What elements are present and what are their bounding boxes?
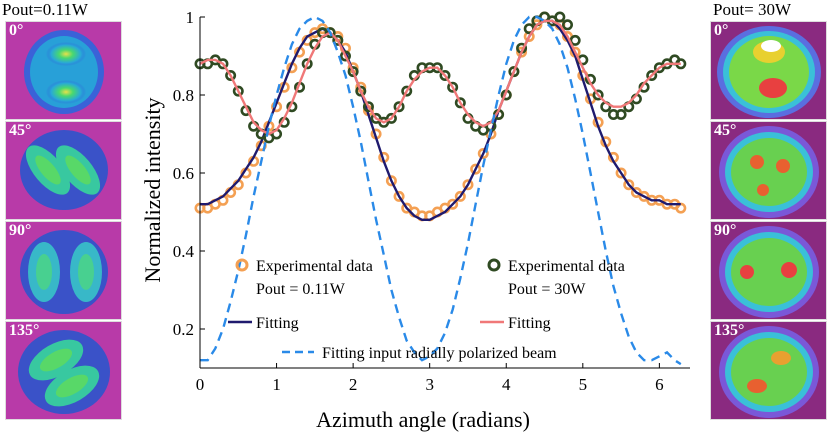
y-tick-label: 0.6: [173, 164, 194, 183]
beam-profile-image: [711, 222, 826, 319]
left-panel-header: Pout=0.11W: [2, 0, 88, 19]
left-tile-0: 0°: [5, 21, 122, 120]
data-point: [516, 46, 528, 58]
data-point: [362, 101, 374, 113]
data-point: [439, 70, 451, 82]
y-tick-label: 0.4: [173, 242, 195, 261]
data-point: [569, 34, 581, 46]
angle-label: 0°: [714, 22, 729, 39]
x-tick-label: 0: [196, 375, 205, 394]
left-tile-135: 135°: [5, 321, 122, 420]
data-point: [508, 66, 520, 78]
legend-marker-exp-low: [235, 258, 249, 272]
data-point: [332, 34, 344, 46]
beam-profile-image: [6, 222, 121, 319]
x-tick-label: 5: [579, 375, 588, 394]
data-point: [615, 109, 627, 121]
x-tick-label: 4: [502, 375, 511, 394]
data-point: [447, 81, 459, 93]
series-layer: [194, 11, 687, 366]
beam-profile-image: [6, 322, 121, 419]
legend-label: Pout = 0.11W: [256, 281, 346, 298]
legend-label: Fitting input radially polarized beam: [322, 345, 557, 362]
angle-label: 135°: [9, 322, 40, 339]
angle-label: 45°: [714, 122, 737, 139]
left-beam-panel: Pout=0.11W 0° 45°: [2, 0, 122, 420]
scatter-series-0: [194, 11, 687, 222]
data-point: [347, 66, 359, 78]
data-point: [447, 198, 459, 210]
x-tick-label: 2: [349, 375, 358, 394]
right-panel-header: Pout= 30W: [713, 0, 792, 19]
data-point: [385, 112, 397, 124]
axes-layer: 0 1 2 3 4 5 6 0.2 0.4 0.6 0.8 1: [173, 8, 690, 394]
fit-line-series-3: [199, 19, 681, 136]
left-tile-45: 45°: [5, 121, 122, 220]
data-point: [225, 70, 237, 82]
x-axis-label: Azimuth angle (radians): [316, 407, 530, 432]
fit-line-series-1: [200, 19, 681, 221]
legend-label: Fitting: [256, 315, 299, 332]
data-point: [462, 179, 474, 191]
legend-label: Experimental data: [508, 258, 625, 275]
legend: Experimental data Pout = 0.11W Fitting Expe…: [228, 258, 625, 362]
data-point: [470, 163, 482, 175]
y-tick-label: 0.8: [173, 86, 194, 105]
angle-label: 0°: [9, 22, 24, 39]
x-tick-label: 6: [655, 375, 664, 394]
data-point: [675, 202, 687, 214]
y-axis-label: Normalized intensity: [140, 97, 165, 282]
beam-profile-image: [6, 122, 121, 219]
legend-marker-exp-high: [487, 258, 501, 272]
angle-label: 90°: [9, 222, 32, 239]
data-point: [646, 70, 658, 82]
dashed-line-series-4: [200, 15, 682, 366]
right-tile-90: 90°: [710, 221, 827, 320]
right-tile-45: 45°: [710, 121, 827, 220]
data-point: [232, 85, 244, 97]
beam-profile-image: [711, 22, 826, 119]
data-point: [615, 167, 627, 179]
beam-profile-image: [711, 322, 826, 419]
data-point: [393, 101, 405, 113]
beam-profile-image: [711, 122, 826, 219]
legend-label: Experimental data: [256, 258, 373, 275]
data-point: [355, 85, 367, 97]
y-tick-label: 1: [186, 8, 195, 27]
y-tick-label: 0.2: [173, 320, 194, 339]
angle-label: 45°: [9, 122, 32, 139]
data-point: [561, 19, 573, 31]
data-point: [385, 175, 397, 187]
data-point: [324, 27, 336, 39]
data-point: [393, 190, 405, 202]
legend-label: Pout = 30W: [508, 281, 586, 298]
data-point: [477, 148, 489, 160]
right-beam-panel: Pout= 30W 0° 45°: [710, 0, 827, 420]
right-tile-135: 135°: [710, 321, 827, 420]
x-tick-label: 1: [272, 375, 281, 394]
angle-label: 135°: [714, 322, 745, 339]
right-tile-0: 0°: [710, 21, 827, 120]
data-point: [454, 190, 466, 202]
beam-profile-image: [6, 22, 121, 119]
data-point: [623, 179, 635, 191]
data-point: [454, 97, 466, 109]
angle-label: 90°: [714, 222, 737, 239]
legend-label: Fitting: [508, 315, 551, 332]
x-tick-label: 3: [425, 375, 434, 394]
data-point: [339, 50, 351, 62]
data-point: [401, 85, 413, 97]
data-point: [554, 11, 566, 23]
data-point: [217, 58, 229, 70]
data-point: [301, 58, 313, 70]
left-tile-90: 90°: [5, 221, 122, 320]
data-point: [592, 89, 604, 101]
